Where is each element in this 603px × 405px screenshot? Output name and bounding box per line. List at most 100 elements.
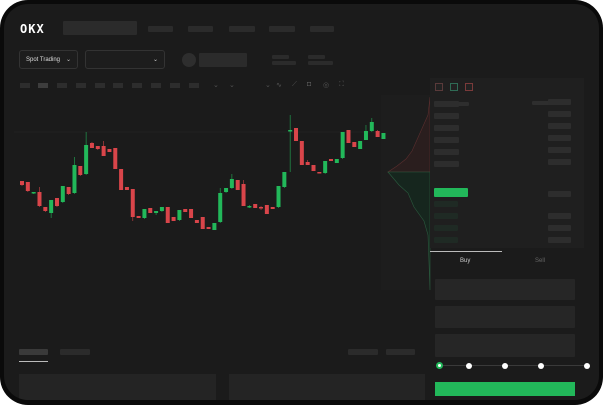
candle-body bbox=[259, 207, 264, 209]
positions-panel bbox=[229, 374, 425, 400]
search-bar[interactable] bbox=[63, 21, 137, 35]
candle-body bbox=[323, 161, 328, 173]
candle-body bbox=[253, 204, 258, 208]
interval-button[interactable] bbox=[132, 83, 142, 88]
interval-button[interactable] bbox=[170, 83, 180, 88]
stat-label bbox=[308, 55, 325, 59]
tab-history[interactable] bbox=[60, 349, 90, 355]
interval-button[interactable] bbox=[76, 83, 86, 88]
candle-body bbox=[113, 148, 118, 169]
candle-body bbox=[136, 216, 141, 218]
settings-icon[interactable]: ◎ bbox=[323, 82, 330, 89]
interval-button[interactable] bbox=[57, 83, 67, 88]
candle-body bbox=[311, 165, 316, 171]
stat-label bbox=[272, 55, 289, 59]
price-input[interactable] bbox=[435, 279, 575, 300]
candle-body bbox=[130, 189, 135, 217]
slider-step-50[interactable] bbox=[502, 363, 508, 369]
slider-step-100[interactable] bbox=[584, 363, 590, 369]
chevron-down-icon[interactable]: ⌄ bbox=[265, 82, 271, 89]
buy-tab-underline bbox=[430, 251, 502, 252]
candle-body bbox=[224, 188, 229, 192]
bid-size bbox=[548, 213, 571, 219]
sell-tab[interactable]: Sell bbox=[535, 258, 546, 264]
candle-body bbox=[317, 172, 322, 174]
candle-body bbox=[346, 130, 351, 143]
candle-body bbox=[334, 159, 339, 163]
amount-input[interactable] bbox=[435, 306, 575, 328]
candle-body bbox=[328, 159, 333, 161]
candle-body bbox=[119, 169, 124, 190]
slider-step-25[interactable] bbox=[466, 363, 472, 369]
candle-body bbox=[183, 209, 188, 212]
chevron-down-icon: ⌄ bbox=[65, 57, 71, 63]
ask-price bbox=[434, 149, 459, 155]
candle-body bbox=[288, 130, 293, 132]
interval-button[interactable] bbox=[95, 83, 105, 88]
nav-item[interactable] bbox=[188, 26, 213, 32]
candle-body bbox=[31, 192, 36, 194]
candle-body bbox=[78, 166, 83, 175]
coin-avatar bbox=[182, 53, 196, 67]
candle-body bbox=[49, 200, 54, 213]
tab-open-orders[interactable] bbox=[19, 349, 48, 355]
interval-button[interactable] bbox=[113, 83, 123, 88]
interval-button[interactable] bbox=[20, 83, 30, 88]
interval-button[interactable] bbox=[38, 83, 48, 88]
fullscreen-icon[interactable]: ⛶ bbox=[339, 81, 344, 88]
orderbook-bids-icon[interactable] bbox=[450, 83, 458, 91]
orderbook-both-icon[interactable] bbox=[435, 83, 443, 91]
candle-body bbox=[148, 208, 153, 213]
candle-body bbox=[235, 180, 240, 190]
camera-icon[interactable]: ◘ bbox=[307, 81, 312, 88]
ask-price bbox=[434, 137, 459, 143]
candle-body bbox=[218, 193, 223, 222]
candle-body bbox=[142, 209, 147, 218]
candle-body bbox=[282, 172, 287, 187]
total-input[interactable] bbox=[435, 334, 575, 357]
pair-select[interactable]: ⌄ bbox=[85, 50, 165, 69]
candle-body bbox=[165, 207, 170, 223]
buy-tab[interactable]: Buy bbox=[460, 258, 471, 264]
slider-step-75[interactable] bbox=[538, 363, 544, 369]
ask-price bbox=[434, 161, 459, 167]
nav-item[interactable] bbox=[310, 26, 334, 32]
candlestick-chart[interactable] bbox=[14, 95, 434, 295]
candle-body bbox=[340, 132, 345, 158]
market-select[interactable]: Spot Trading ⌄ bbox=[19, 50, 78, 69]
nav-item[interactable] bbox=[229, 26, 255, 32]
chevron-down-icon[interactable]: ⌄ bbox=[229, 82, 235, 89]
ask-size bbox=[548, 111, 571, 117]
candle-body bbox=[305, 162, 310, 165]
filter-button[interactable] bbox=[386, 349, 415, 355]
candle-body bbox=[206, 227, 211, 229]
slider-handle[interactable] bbox=[436, 362, 443, 369]
slider-track[interactable] bbox=[439, 365, 587, 366]
candle-body bbox=[381, 133, 386, 139]
candle-body bbox=[229, 179, 234, 188]
market-select-label: Spot Trading bbox=[26, 56, 61, 63]
chevron-down-icon[interactable]: ⌄ bbox=[213, 82, 219, 89]
tab-underline bbox=[19, 361, 48, 362]
candle-body bbox=[369, 122, 374, 131]
orderbook-asks-icon[interactable] bbox=[465, 83, 473, 91]
chevron-down-icon: ⌄ bbox=[152, 57, 158, 63]
indicator-icon[interactable]: ∿ bbox=[276, 82, 282, 89]
candle-body bbox=[43, 207, 48, 211]
interval-button[interactable] bbox=[189, 83, 199, 88]
candle-body bbox=[375, 131, 380, 137]
nav-item[interactable] bbox=[269, 26, 295, 32]
candle-body bbox=[89, 143, 94, 148]
buy-button[interactable] bbox=[435, 382, 575, 396]
candle-body bbox=[60, 186, 65, 202]
candle-body bbox=[294, 128, 299, 141]
filter-button[interactable] bbox=[348, 349, 378, 355]
candle-body bbox=[189, 209, 194, 218]
nav-item[interactable] bbox=[148, 26, 173, 32]
candle-body bbox=[171, 217, 176, 221]
ruler-icon[interactable]: ⟋ bbox=[292, 81, 297, 88]
bid-price bbox=[434, 237, 458, 243]
interval-button[interactable] bbox=[151, 83, 161, 88]
stat-value bbox=[308, 61, 333, 65]
